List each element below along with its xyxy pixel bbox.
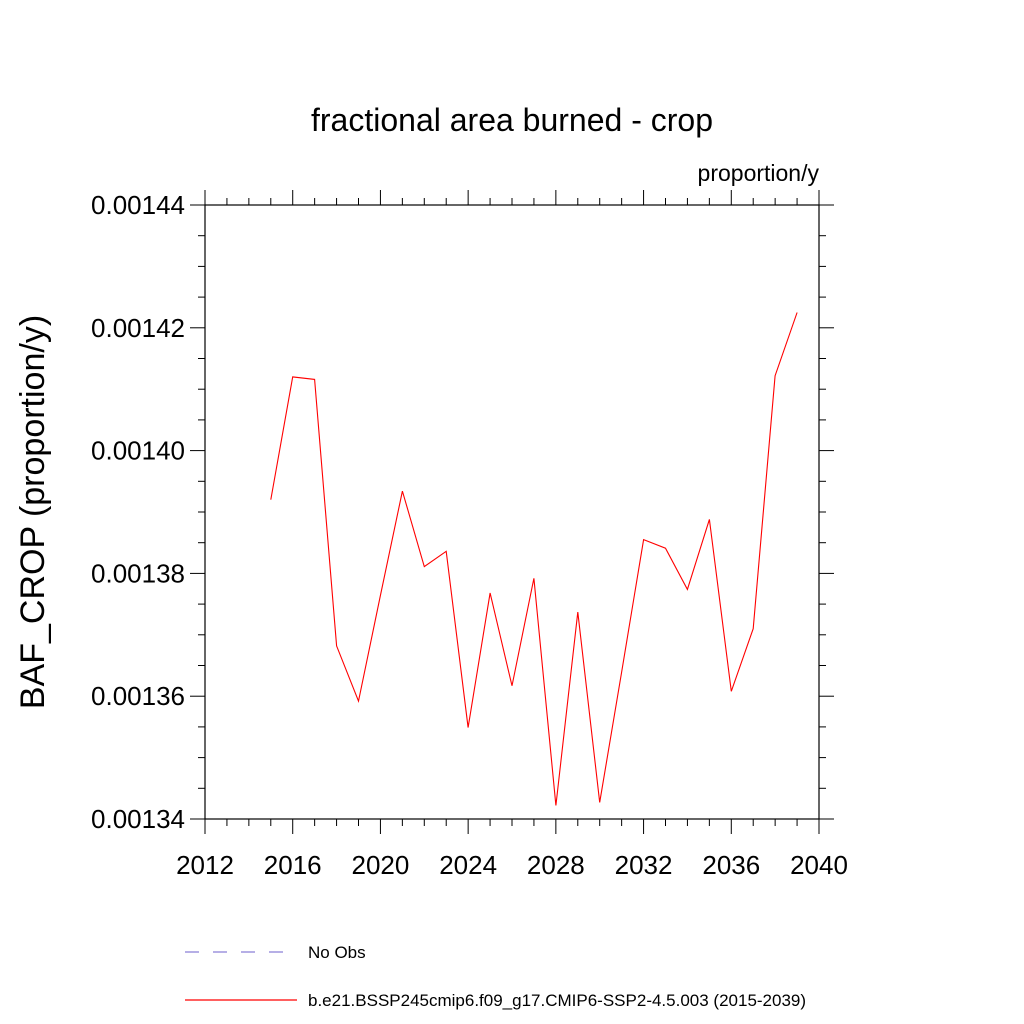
y-tick-label: 0.00140: [91, 436, 185, 466]
units-label: proportion/y: [698, 160, 820, 186]
x-tick-label: 2016: [264, 850, 322, 880]
x-tick-label: 2028: [527, 850, 585, 880]
y-tick-label: 0.00138: [91, 558, 185, 588]
y-tick-label: 0.00136: [91, 681, 185, 711]
axis-ticks: [190, 190, 834, 834]
y-tick-label: 0.00144: [91, 190, 185, 220]
tick-labels: 2012 2016 2020 2024 2028 2032 2036 2040 0.00134 0…: [91, 190, 848, 880]
legend-label-model-run: b.e21.BSSP245cmip6.f09_g17.CMIP6-SSP2-4.…: [308, 991, 806, 1010]
x-tick-label: 2024: [439, 850, 497, 880]
y-axis-title: BAF_CROP (proportion/y): [14, 315, 52, 709]
legend: No Obs b.e21.BSSP245cmip6.f09_g17.CMIP6-…: [185, 943, 806, 1010]
y-tick-label: 0.00142: [91, 313, 185, 343]
x-tick-label: 2036: [702, 850, 760, 880]
x-tick-label: 2032: [615, 850, 673, 880]
legend-label-no-obs: No Obs: [308, 943, 366, 962]
x-tick-label: 2020: [352, 850, 410, 880]
plot-frame: [204, 204, 820, 820]
series-lines: [270, 312, 798, 806]
x-tick-label: 2040: [790, 850, 848, 880]
x-tick-label: 2012: [176, 850, 234, 880]
series-line-1: [270, 312, 798, 806]
chart-title: fractional area burned - crop: [311, 102, 713, 138]
y-tick-label: 0.00134: [91, 804, 185, 834]
